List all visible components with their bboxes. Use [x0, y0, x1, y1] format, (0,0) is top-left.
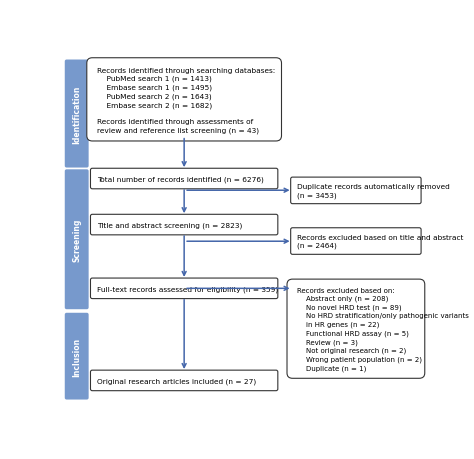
FancyBboxPatch shape — [287, 280, 425, 379]
Text: Screening: Screening — [72, 218, 81, 261]
Text: Total number of records identified (n = 6276): Total number of records identified (n = … — [97, 176, 264, 182]
FancyBboxPatch shape — [91, 169, 278, 190]
FancyBboxPatch shape — [87, 59, 282, 142]
FancyBboxPatch shape — [291, 228, 421, 255]
Text: Identification: Identification — [72, 85, 81, 143]
Text: Full-text records assessed for eligibility (n = 359): Full-text records assessed for eligibili… — [97, 285, 278, 292]
FancyBboxPatch shape — [91, 215, 278, 235]
Text: Title and abstract screening (n = 2823): Title and abstract screening (n = 2823) — [97, 222, 242, 228]
Text: Records excluded based on:
    Abstract only (n = 208)
    No novel HRD test (n : Records excluded based on: Abstract only… — [297, 287, 469, 371]
Text: Duplicate records automatically removed
(n = 3453): Duplicate records automatically removed … — [297, 184, 450, 198]
FancyBboxPatch shape — [91, 370, 278, 391]
Text: Records identified through searching databases:
    PubMed search 1 (n = 1413)
 : Records identified through searching dat… — [97, 67, 275, 134]
FancyBboxPatch shape — [65, 61, 89, 168]
Text: Inclusion: Inclusion — [72, 337, 81, 376]
Text: Original research articles included (n = 27): Original research articles included (n =… — [97, 377, 256, 384]
Text: Records excluded based on title and abstract
(n = 2464): Records excluded based on title and abst… — [297, 234, 463, 249]
FancyBboxPatch shape — [65, 313, 89, 400]
FancyBboxPatch shape — [291, 178, 421, 204]
FancyBboxPatch shape — [65, 170, 89, 309]
FancyBboxPatch shape — [91, 279, 278, 299]
